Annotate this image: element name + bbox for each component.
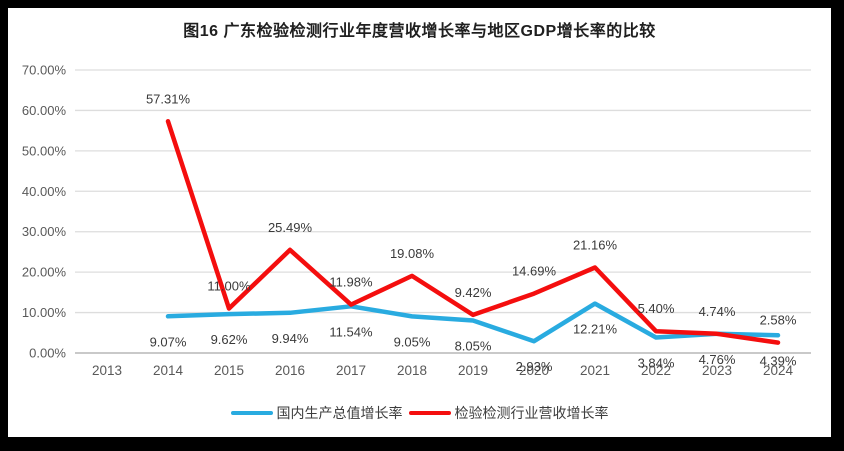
svg-text:12.21%: 12.21% <box>573 322 618 337</box>
svg-text:50.00%: 50.00% <box>22 143 67 158</box>
svg-text:2020: 2020 <box>519 363 549 378</box>
svg-text:19.08%: 19.08% <box>390 246 435 261</box>
svg-text:30.00%: 30.00% <box>22 224 67 239</box>
industry-data-labels: 57.31% 11.00% 25.49% 11.98% 19.08% 9.42% 14.69… <box>146 91 797 327</box>
legend-line-swatch <box>230 410 273 416</box>
svg-text:2017: 2017 <box>336 363 366 378</box>
svg-text:21.16%: 21.16% <box>573 238 618 253</box>
svg-text:2018: 2018 <box>397 363 427 378</box>
svg-text:9.62%: 9.62% <box>211 332 248 347</box>
gdp-data-labels: 9.07% 9.62% 9.94% 11.54% 9.05% 8.05% 2.93% 12.2… <box>150 322 797 375</box>
svg-text:2015: 2015 <box>214 363 244 378</box>
svg-text:11.54%: 11.54% <box>329 324 373 339</box>
svg-text:25.49%: 25.49% <box>268 220 313 235</box>
legend-item: 国内生产总值增长率 <box>230 403 403 423</box>
svg-text:9.94%: 9.94% <box>272 331 309 346</box>
line-chart-plot-area: 0.00% 10.00% 20.00% 30.00% 40.00% 50.00% 60.00… <box>22 63 811 378</box>
chart-title: 图16 广东检验检测行业年度营收增长率与地区GDP增长率的比较 <box>183 23 656 40</box>
legend-series-label: 国内生产总值增长率 <box>276 405 403 421</box>
legend-line-swatch <box>408 410 451 416</box>
chart-legend: 国内生产总值增长率 检验检测行业营收增长率 <box>8 403 831 423</box>
svg-text:3.84%: 3.84% <box>638 356 675 371</box>
y-axis-tick-labels: 0.00% 10.00% 20.00% 30.00% 40.00% 50.00% 60.00… <box>22 63 67 361</box>
svg-text:20.00%: 20.00% <box>22 265 67 280</box>
svg-text:8.05%: 8.05% <box>455 339 492 354</box>
svg-text:2.93%: 2.93% <box>516 359 553 374</box>
svg-text:57.31%: 57.31% <box>146 91 191 106</box>
legend-series-label: 检验检测行业营收增长率 <box>454 405 609 421</box>
svg-text:4.39%: 4.39% <box>760 353 797 368</box>
svg-text:9.07%: 9.07% <box>150 334 187 349</box>
svg-text:2021: 2021 <box>580 363 610 378</box>
svg-text:4.76%: 4.76% <box>699 352 736 367</box>
industry-revenue-growth-line <box>165 119 781 345</box>
svg-text:4.74%: 4.74% <box>699 304 736 319</box>
svg-text:5.40%: 5.40% <box>638 301 675 316</box>
svg-text:14.69%: 14.69% <box>512 264 557 279</box>
svg-text:2016: 2016 <box>275 363 305 378</box>
svg-text:2022: 2022 <box>641 363 671 378</box>
svg-text:2.58%: 2.58% <box>760 313 797 328</box>
svg-text:2014: 2014 <box>153 363 184 378</box>
legend-item: 检验检测行业营收增长率 <box>408 403 609 423</box>
gdp-growth-line <box>165 301 781 344</box>
chart-canvas: 图16 广东检验检测行业年度营收增长率与地区GDP增长率的比较 0.00% 10.… <box>8 8 831 437</box>
svg-text:2013: 2013 <box>92 363 122 378</box>
svg-text:10.00%: 10.00% <box>22 305 67 320</box>
svg-text:2019: 2019 <box>458 363 488 378</box>
svg-text:9.05%: 9.05% <box>394 334 431 349</box>
x-axis-tick-labels: 2013 2014 2015 2016 2017 2018 2019 2020 2021 2022… <box>92 363 794 378</box>
svg-text:2023: 2023 <box>702 363 732 378</box>
svg-text:2024: 2024 <box>763 363 794 378</box>
svg-text:40.00%: 40.00% <box>22 184 67 199</box>
svg-text:60.00%: 60.00% <box>22 103 67 118</box>
svg-text:9.42%: 9.42% <box>455 285 492 300</box>
gridlines <box>75 69 811 354</box>
svg-text:11.00%: 11.00% <box>207 279 251 294</box>
svg-text:11.98%: 11.98% <box>329 275 373 290</box>
svg-text:70.00%: 70.00% <box>22 63 67 78</box>
svg-text:0.00%: 0.00% <box>29 346 66 361</box>
